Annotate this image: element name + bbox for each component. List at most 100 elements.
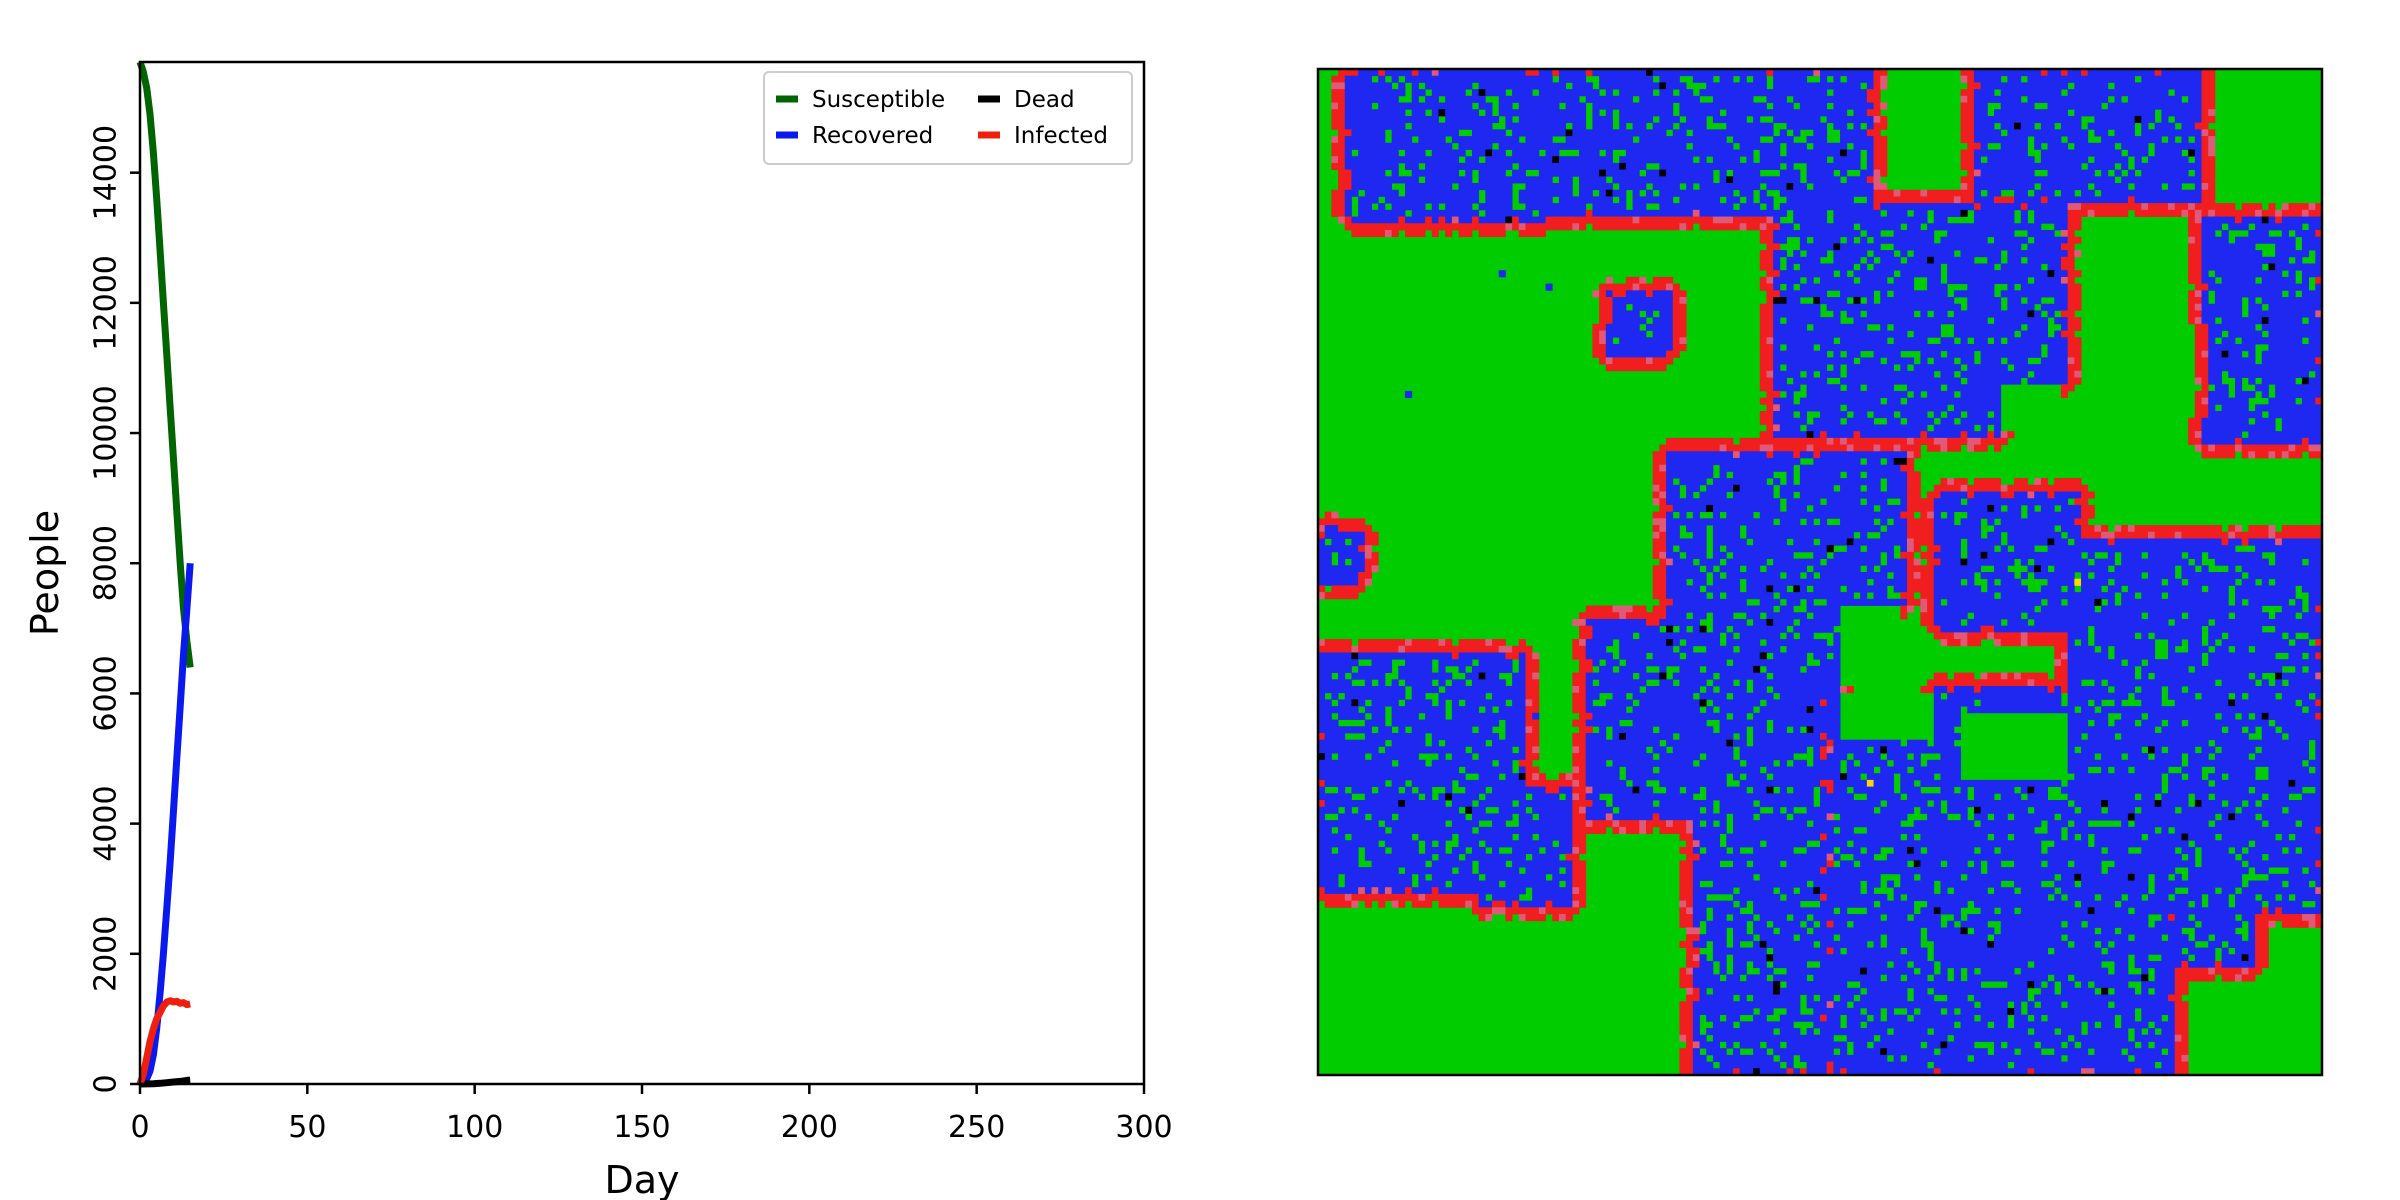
grid-cell-run [2034, 960, 2102, 969]
grid-cell-run [2315, 699, 2323, 707]
grid-cell-run [2067, 1054, 2129, 1062]
grid-cell-run [1846, 766, 1874, 774]
y-tick-label: 10000 [89, 385, 124, 480]
grid-cell-run [2141, 699, 2162, 707]
grid-cell-run [1973, 196, 1995, 204]
grid-cell-run [2114, 860, 2196, 868]
grid-cell-run [1907, 833, 1915, 841]
grid-cell-run [1358, 149, 1399, 157]
grid-cell-run [1759, 444, 1774, 452]
grid-cell-run [1572, 813, 1587, 821]
grid-cell-run [2147, 203, 2169, 211]
grid-cell-run [2228, 525, 2236, 533]
grid-cell-run [2201, 276, 2216, 285]
grid-cell-run [1344, 109, 1406, 117]
grid-cell-run [2221, 538, 2229, 546]
grid-cell-run [1351, 129, 1386, 137]
grid-cell-run [1378, 887, 1386, 895]
grid-cell-run [1679, 981, 1694, 989]
grid-cell-run [2094, 833, 2142, 841]
grid-cell-run [2134, 1034, 2176, 1042]
grid-cell-run [1980, 846, 1995, 855]
grid-cell-run [2301, 243, 2323, 251]
grid-cell-run [1686, 115, 1707, 124]
grid-cell-run [2067, 665, 2135, 673]
grid-cell-run [1820, 572, 1888, 580]
grid-cell-run [2268, 907, 2276, 915]
grid-cell-run [2040, 69, 2048, 77]
grid-cell-run [2234, 216, 2243, 224]
grid-cell-run [2147, 659, 2202, 667]
grid-cell-run [1605, 290, 1613, 298]
grid-cell-run [1779, 692, 1841, 700]
grid-cell-run [1659, 115, 1680, 124]
grid-cell-run [1933, 726, 1955, 734]
grid-cell-run [1378, 203, 1386, 211]
grid-cell-run [1619, 652, 1647, 660]
grid-cell-run [1672, 310, 1687, 318]
grid-cell-run [1612, 189, 1627, 197]
grid-cell-run [1639, 276, 1647, 285]
grid-cell-run [1445, 109, 1480, 117]
grid-cell-run [2141, 981, 2176, 989]
grid-cell-run [2154, 753, 2182, 761]
grid-cell-run [2020, 632, 2028, 640]
grid-cell-run [1518, 665, 1526, 673]
grid-cell-run [1866, 229, 1881, 238]
grid-cell-run [1826, 431, 1854, 439]
grid-cell-run [2228, 538, 2243, 546]
grid-cell-run [1732, 813, 1754, 821]
grid-cell-run [2087, 1021, 2095, 1029]
grid-cell-run [1565, 880, 1573, 888]
grid-cell-run [1773, 229, 1861, 238]
grid-cell-run [1391, 826, 1473, 834]
grid-cell-run [2201, 417, 2249, 425]
grid-cell-run [2201, 431, 2243, 439]
grid-cell-run [2161, 726, 2222, 734]
grid-cell-run [1833, 256, 1861, 264]
grid-cell-run [1445, 793, 1453, 801]
grid-cell-run [2301, 820, 2323, 828]
grid-cell-run [2201, 444, 2209, 452]
grid-cell-run [1679, 920, 1694, 928]
grid-cell-run [2081, 806, 2102, 814]
grid-cell-run [1900, 773, 1935, 781]
grid-cell-run [2154, 122, 2176, 130]
grid-cell-run [1572, 639, 1580, 647]
grid-cell-run [2067, 679, 2082, 687]
grid-cell-run [1933, 692, 1941, 700]
grid-cell-run [1866, 826, 2035, 834]
grid-cell-run [1351, 833, 1413, 841]
grid-cell-run [1973, 69, 2042, 77]
grid-cell-run [2248, 572, 2323, 580]
grid-cell-run [2241, 578, 2256, 586]
grid-cell-run [2067, 598, 2095, 606]
grid-cell-run [1967, 444, 1975, 452]
grid-cell-run [1652, 605, 1667, 613]
grid-cell-run [1686, 967, 1694, 975]
grid-cell-run [1318, 578, 1359, 586]
grid-cell-run [1987, 632, 1995, 640]
grid-cell-run [1886, 1014, 1908, 1022]
grid-cell-run [2188, 303, 2196, 311]
grid-cell-run [2154, 800, 2162, 808]
grid-cell-run [1632, 719, 1707, 727]
grid-cell-run [1445, 786, 1453, 794]
grid-cell-run [2308, 920, 2316, 928]
grid-cell-run [1866, 887, 1874, 895]
grid-cell-run [1940, 1068, 2028, 1076]
grid-cell-run [1471, 129, 1506, 137]
grid-cell-run [1820, 786, 1828, 794]
grid-cell-run [1331, 82, 1346, 90]
grid-cell-run [2315, 397, 2323, 405]
grid-cell-run [1518, 659, 1526, 667]
grid-cell-run [1987, 518, 1995, 526]
grid-cell-run [1933, 632, 1955, 640]
grid-cell-run [2147, 156, 2189, 164]
grid-cell-run [1759, 652, 1767, 660]
grid-cell-run [2308, 759, 2323, 767]
grid-cell-run [1833, 89, 1868, 97]
grid-cell-run [2194, 411, 2209, 419]
grid-cell-run [2214, 967, 2243, 975]
grid-cell-run [2208, 330, 2222, 338]
